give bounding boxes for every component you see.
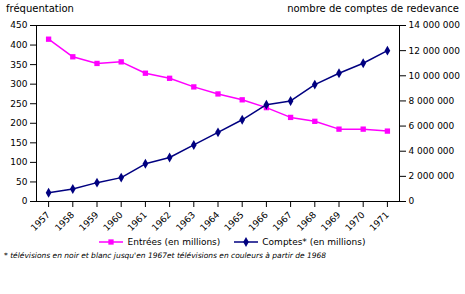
svg-text:300: 300: [10, 79, 27, 89]
svg-text:12 000 000: 12 000 000: [409, 46, 461, 56]
svg-text:150: 150: [10, 138, 27, 148]
svg-text:1959: 1959: [77, 210, 100, 233]
svg-text:1966: 1966: [247, 210, 270, 233]
svg-text:250: 250: [10, 99, 27, 109]
svg-text:14 000 000: 14 000 000: [409, 20, 461, 30]
svg-text:50: 50: [16, 177, 28, 187]
svg-text:1970: 1970: [343, 210, 366, 233]
svg-text:10 000 000: 10 000 000: [409, 71, 461, 81]
svg-text:100: 100: [10, 157, 27, 167]
svg-text:200: 200: [10, 118, 27, 128]
svg-text:2 000 000: 2 000 000: [409, 171, 455, 181]
svg-text:1964: 1964: [198, 210, 221, 233]
svg-text:1967: 1967: [271, 210, 294, 233]
html-text:Comptes* (en millions): Comptes* (en millions): [262, 237, 366, 247]
svg-text:1957: 1957: [29, 210, 52, 233]
svg-text:0: 0: [22, 196, 28, 206]
svg-text:400: 400: [10, 40, 27, 50]
svg-text:1969: 1969: [319, 210, 342, 233]
svg-text:1971: 1971: [368, 210, 391, 233]
svg-text:1968: 1968: [295, 210, 318, 233]
html-text:Entrées (en millions): Entrées (en millions): [127, 237, 221, 247]
svg-text:350: 350: [10, 59, 27, 69]
svg-text:1958: 1958: [53, 210, 76, 233]
svg-text:1962: 1962: [150, 210, 173, 233]
html-text:* télévisions en noir et blanc: * télévisions en noir et blanc jusqu'en …: [4, 251, 327, 260]
svg-text:8 000 000: 8 000 000: [409, 96, 455, 106]
svg-text:1965: 1965: [222, 210, 245, 233]
svg-text:0: 0: [409, 196, 415, 206]
svg-text:1963: 1963: [174, 210, 197, 233]
svg-text:4 000 000: 4 000 000: [409, 146, 455, 156]
svg-text:450: 450: [10, 20, 27, 30]
svg-text:6 000 000: 6 000 000: [409, 121, 455, 131]
html-text:nombre de comptes de redevance: nombre de comptes de redevance: [287, 3, 459, 14]
html-text:fréquentation: fréquentation: [6, 3, 74, 14]
svg-text:1961: 1961: [126, 210, 149, 233]
svg-text:1960: 1960: [101, 210, 124, 233]
